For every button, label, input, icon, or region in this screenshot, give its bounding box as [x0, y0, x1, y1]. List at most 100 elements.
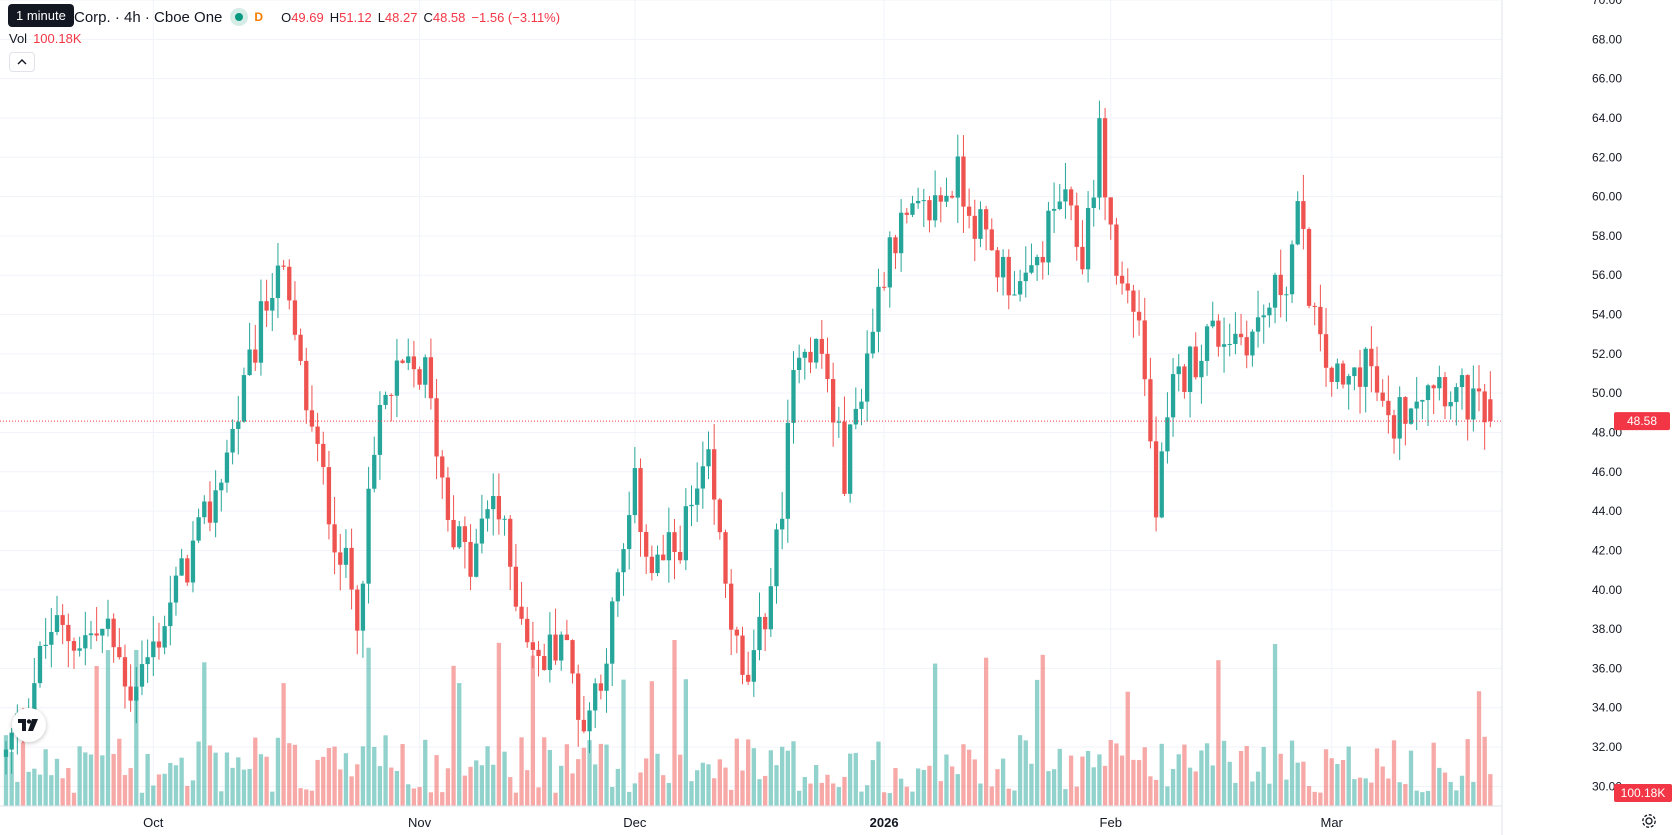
volume-bar	[389, 767, 394, 806]
volume-bar	[672, 640, 677, 806]
candle-body	[1425, 385, 1431, 401]
candle-body	[128, 686, 133, 701]
candle-body	[1357, 367, 1363, 387]
chevron-up-icon	[17, 59, 27, 65]
volume-bar	[241, 769, 247, 806]
volume-bar	[542, 737, 547, 806]
volume-bar	[847, 753, 853, 806]
candle-body	[1119, 275, 1125, 284]
candle-body	[1267, 307, 1272, 316]
volume-bar	[547, 749, 553, 806]
tradingview-logo-icon[interactable]	[12, 708, 46, 742]
collapse-legend-button[interactable]	[9, 52, 35, 72]
volume-bar	[944, 754, 949, 806]
candle-body	[1017, 281, 1023, 295]
volume-bar	[83, 752, 88, 806]
candle-body	[389, 394, 394, 396]
candle-body	[1159, 451, 1164, 518]
candle-body	[678, 552, 683, 561]
volume-bar	[995, 769, 1000, 806]
candle-body	[1374, 366, 1380, 393]
interval-badge[interactable]: D	[254, 10, 264, 24]
time-tick-label: Dec	[623, 815, 647, 830]
volume-bar	[1153, 779, 1159, 806]
last-price-badge	[1614, 412, 1670, 431]
candle-body	[1034, 256, 1040, 266]
volume-bar	[915, 768, 921, 806]
volume-bar	[904, 786, 909, 806]
volume-bar	[1340, 759, 1346, 806]
volume-bar	[836, 787, 841, 806]
symbol-name[interactable]: Corp. · 4h · Cboe One	[74, 8, 223, 26]
volume-bar	[275, 737, 281, 806]
volume-bar	[712, 778, 717, 806]
candle-body	[927, 200, 932, 221]
volume-bar	[502, 751, 507, 806]
volume-bar	[938, 781, 943, 806]
candle-body	[1454, 387, 1459, 403]
candle-body	[808, 351, 813, 363]
candle-body	[1420, 400, 1425, 402]
volume-bar	[196, 741, 201, 806]
ohlc-values: O49.69 H51.12 L48.27 C48.58 −1.56 (−3.11…	[281, 9, 561, 25]
candle-body	[406, 356, 411, 363]
candle-body	[196, 517, 201, 541]
time-tick-label: Oct	[143, 815, 164, 830]
candle-body	[955, 156, 960, 198]
candle-body	[547, 634, 553, 670]
volume-bar	[1187, 767, 1193, 806]
volume-bar	[1318, 792, 1323, 806]
candle-body	[655, 554, 660, 574]
candle-body	[377, 404, 383, 455]
volume-bar	[1289, 740, 1295, 806]
volume-bar	[94, 665, 99, 806]
candle-body	[502, 518, 507, 520]
candle-body	[893, 237, 898, 254]
candle-body	[774, 529, 779, 587]
candle-body	[1165, 417, 1170, 452]
volume-bar	[1278, 753, 1283, 806]
volume-bar	[859, 791, 864, 806]
volume-bar	[825, 774, 830, 806]
candle-body	[122, 657, 128, 687]
volume-bar	[729, 789, 734, 806]
volume-bar	[298, 788, 303, 806]
candle-body	[1006, 256, 1011, 296]
volume-bar	[185, 785, 190, 806]
volume-bar	[230, 767, 235, 806]
volume-bar	[77, 746, 82, 806]
candle-body	[491, 495, 496, 510]
volume-bar	[774, 765, 779, 806]
volume-bar	[525, 770, 530, 806]
volume-bar	[1261, 746, 1266, 806]
candle-body	[1335, 363, 1340, 382]
volume-bar	[355, 764, 360, 806]
gear-icon[interactable]	[1640, 812, 1658, 830]
volume-bar	[1380, 766, 1385, 806]
candle-body	[802, 351, 807, 358]
interval-tooltip: 1 minute	[8, 4, 74, 27]
market-status-icon[interactable]	[230, 8, 249, 26]
volume-bar	[224, 752, 230, 806]
volume-bar	[457, 683, 462, 806]
candle-body	[649, 556, 655, 574]
volume-bar	[372, 746, 377, 806]
candle-body	[1278, 274, 1283, 296]
candle-body	[966, 206, 972, 216]
candle-body	[1204, 326, 1210, 361]
candle-body	[587, 710, 592, 732]
volume-bar	[1006, 788, 1011, 806]
candle-body	[1131, 290, 1136, 312]
volume-label: Vol	[9, 31, 28, 46]
volume-bar	[751, 748, 756, 806]
candle-body	[615, 572, 621, 602]
candle-body	[94, 633, 99, 636]
volume-bar	[610, 786, 615, 806]
candle-body	[853, 408, 858, 425]
volume-bar	[598, 743, 604, 806]
volume-bar	[207, 745, 213, 806]
volume-bar	[1465, 739, 1470, 806]
volume-bar	[338, 769, 343, 806]
candle-body	[1482, 391, 1487, 423]
